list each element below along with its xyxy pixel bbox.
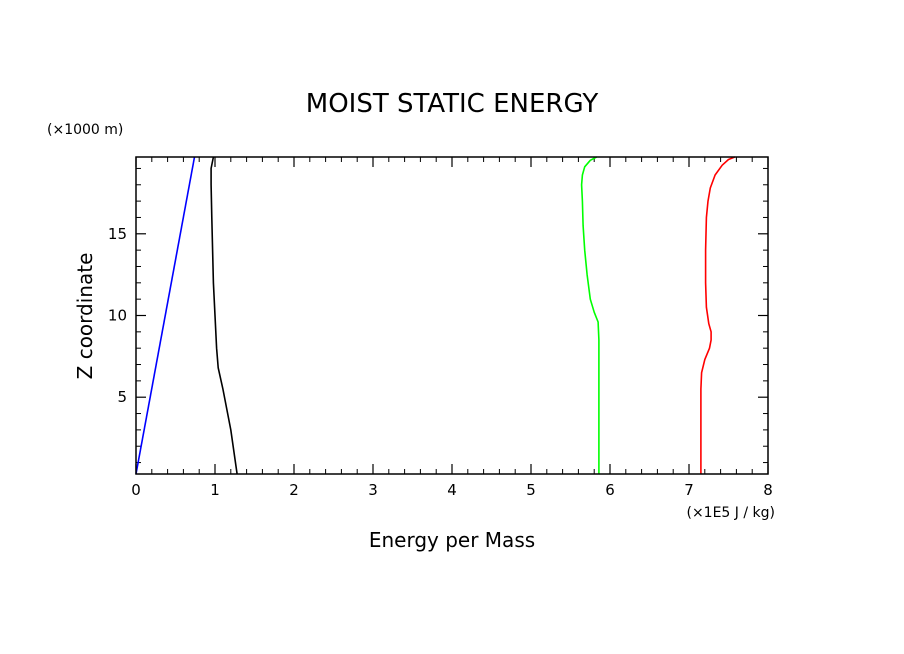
y-tick-label: 10 bbox=[108, 307, 127, 325]
x-tick-label: 1 bbox=[210, 481, 220, 499]
x-tick-label: 5 bbox=[526, 481, 536, 499]
x-tick-label: 6 bbox=[605, 481, 615, 499]
x-tick-label: 8 bbox=[763, 481, 773, 499]
y-tick-label: 15 bbox=[108, 225, 127, 243]
series-line-black bbox=[210, 156, 238, 475]
series-line-red bbox=[700, 156, 736, 474]
series-line-green bbox=[580, 156, 600, 474]
y-tick-label: 5 bbox=[117, 388, 127, 406]
x-tick-label: 4 bbox=[447, 481, 457, 499]
series-group bbox=[135, 156, 736, 475]
x-axis-unit: (×1E5 J / kg) bbox=[686, 505, 775, 521]
y-axis-unit: (×1000 m) bbox=[47, 122, 123, 138]
plot-frame bbox=[135, 156, 769, 475]
axis-ticks: 0 1 2 3 4 5 6 7 8 5 10 15 bbox=[108, 157, 773, 499]
x-tick-label: 2 bbox=[289, 481, 299, 499]
x-axis-label: Energy per Mass bbox=[369, 528, 535, 552]
y-axis-label: Z coordinate bbox=[73, 253, 97, 380]
x-tick-label: 7 bbox=[684, 481, 694, 499]
series-line-blue bbox=[135, 156, 196, 475]
x-tick-label: 3 bbox=[368, 481, 378, 499]
x-tick-label: 0 bbox=[131, 481, 141, 499]
chart-title: MOIST STATIC ENERGY bbox=[306, 89, 599, 119]
